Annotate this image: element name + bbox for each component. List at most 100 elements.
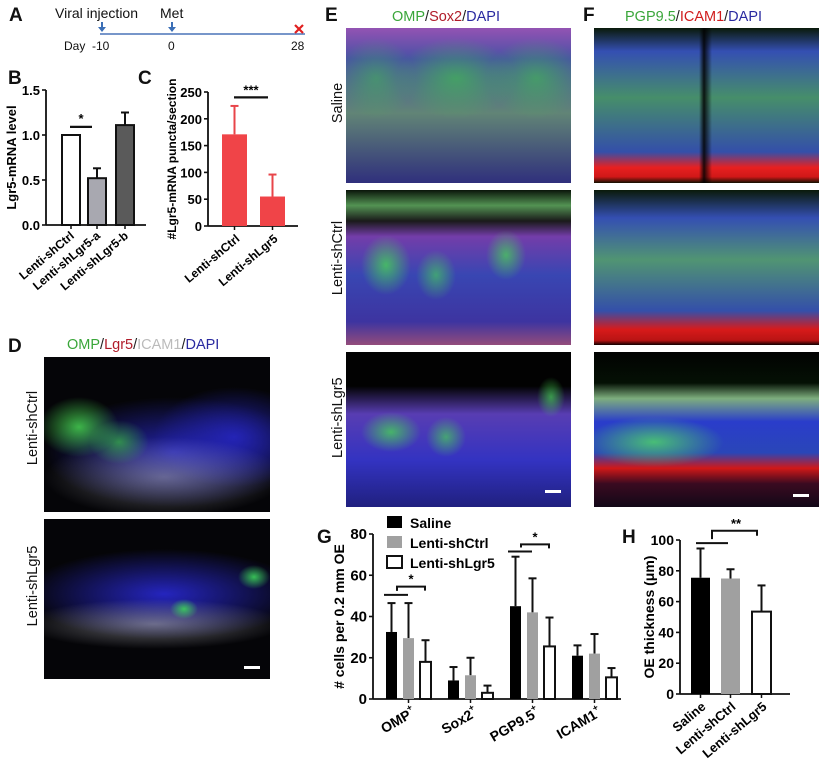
timeline-day-label: Day bbox=[64, 39, 86, 53]
stain-label: / bbox=[181, 337, 186, 353]
bar bbox=[721, 578, 740, 694]
micrograph-e-lenti-shlgr5 bbox=[346, 352, 571, 507]
chart-c-lgr5-puncta: 0 50 100 150 200 250#Lgr5-mRNA puncta/section… bbox=[165, 79, 298, 289]
y-axis-label: OE thickness (μm) bbox=[641, 556, 657, 679]
panel-label-b: B bbox=[8, 68, 22, 89]
legend-swatch bbox=[386, 555, 403, 569]
bar bbox=[222, 134, 247, 226]
row-label-lenti-shctrl: Lenti-shCtrl bbox=[330, 220, 346, 296]
timeline-day-value: -10 bbox=[92, 39, 110, 53]
stain-label: / bbox=[462, 9, 467, 25]
stain-legend-d: OMP/Lgr5/ICAM1/DAPI bbox=[67, 337, 219, 353]
y-tick-label: 80 bbox=[658, 563, 674, 579]
row-label-lenti-shctrl: Lenti-shCtrl bbox=[25, 390, 41, 466]
bar bbox=[403, 638, 414, 699]
panel-label-c: C bbox=[138, 68, 152, 89]
scale-bar bbox=[244, 666, 260, 669]
y-tick-label: 0 bbox=[666, 686, 674, 702]
arrow-down-icon bbox=[98, 22, 106, 32]
y-axis-label: Lgr5-mRNA level bbox=[4, 105, 19, 209]
y-tick-label: 40 bbox=[350, 609, 367, 626]
stain-legend-e: OMP/Sox2/DAPI bbox=[392, 9, 500, 25]
stain-label: Lgr5 bbox=[104, 337, 134, 353]
y-tick-label: 200 bbox=[180, 112, 202, 127]
bar bbox=[589, 653, 600, 699]
stain-label: / bbox=[100, 337, 105, 353]
panel-label-g: G bbox=[317, 527, 332, 548]
bar bbox=[61, 134, 81, 226]
panel-label-d: D bbox=[8, 336, 22, 357]
y-tick-label: 0 bbox=[195, 219, 202, 234]
y-tick-label: 1.0 bbox=[22, 128, 40, 143]
y-tick-label: 100 bbox=[180, 165, 202, 180]
timeline-event-label-viral-injection: Viral injection bbox=[55, 5, 139, 21]
row-label-lenti-shlgr5: Lenti-shLgr5 bbox=[330, 377, 346, 458]
micrograph-f-lenti-shctrl bbox=[594, 190, 819, 345]
timeline-day-value: 28 bbox=[291, 39, 305, 53]
stain-label: / bbox=[675, 9, 680, 25]
stain-label: DAPI bbox=[728, 9, 763, 25]
significance-marker: *** bbox=[243, 82, 259, 97]
stain-label: OMP bbox=[67, 337, 101, 353]
bar bbox=[115, 124, 135, 226]
x-mark-icon bbox=[294, 24, 304, 34]
y-axis-label: #Lgr5-mRNA puncta/section bbox=[165, 79, 179, 240]
significance-marker: * bbox=[78, 111, 84, 126]
row-label-lenti-shlgr5: Lenti-shLgr5 bbox=[25, 545, 41, 627]
stain-label: ICAM1 bbox=[137, 337, 182, 353]
y-tick-label: 0.0 bbox=[22, 218, 40, 233]
x-tick-label: Sox2+ bbox=[437, 702, 480, 737]
significance-marker: * bbox=[408, 572, 414, 587]
significance-marker: ** bbox=[731, 516, 742, 531]
stain-label: Sox2 bbox=[429, 9, 463, 25]
y-tick-label: 50 bbox=[188, 192, 202, 207]
timeline-graphic bbox=[98, 22, 305, 35]
y-tick-label: 100 bbox=[651, 532, 675, 548]
bar bbox=[465, 675, 476, 699]
bar bbox=[87, 177, 107, 226]
y-axis-label: # cells per 0.2 mm OE bbox=[331, 544, 347, 689]
timeline-event-label-met: Met bbox=[160, 5, 184, 21]
legend-label: Saline bbox=[410, 515, 451, 531]
bar bbox=[751, 610, 772, 695]
panel-label-a: A bbox=[9, 5, 23, 26]
chart-g-cells-per-oe: 0 20 40 60 80# cells per 0.2 mm OE OMP+ Sox2+ P… bbox=[331, 515, 621, 745]
y-tick-label: 250 bbox=[180, 85, 202, 100]
timeline-day-value: 0 bbox=[168, 39, 175, 53]
stain-label: / bbox=[133, 337, 138, 353]
micrograph-f-saline bbox=[594, 28, 819, 183]
stain-legend-f: PGP9.5/ICAM1/DAPI bbox=[625, 9, 762, 25]
stain-label: ICAM1 bbox=[679, 9, 725, 25]
y-tick-label: 20 bbox=[350, 650, 367, 667]
bar bbox=[260, 196, 285, 226]
y-tick-label: 40 bbox=[658, 624, 674, 640]
legend-label: Lenti-shLgr5 bbox=[410, 555, 495, 571]
x-tick-label: OMP+ bbox=[377, 702, 418, 736]
micrograph-e-saline bbox=[346, 28, 571, 183]
stain-label: DAPI bbox=[466, 9, 500, 25]
row-label-saline: Saline bbox=[330, 82, 346, 124]
x-tick-label: PGP9.5+ bbox=[486, 702, 542, 745]
y-tick-label: 1.5 bbox=[22, 83, 40, 98]
micrograph-d-lenti-shlgr5 bbox=[44, 519, 270, 679]
bar bbox=[448, 680, 459, 699]
y-tick-label: 20 bbox=[658, 655, 674, 671]
panel-label-h: H bbox=[622, 527, 636, 548]
stain-label: / bbox=[425, 9, 430, 25]
bar bbox=[419, 660, 432, 700]
stain-label: DAPI bbox=[185, 337, 220, 353]
legend-swatch bbox=[387, 536, 402, 548]
micrograph-d-lenti-shctrl bbox=[44, 357, 270, 512]
legend-label: Lenti-shCtrl bbox=[410, 535, 489, 551]
y-tick-label: 150 bbox=[180, 139, 202, 154]
y-tick-label: 0 bbox=[359, 691, 367, 708]
scale-bar bbox=[545, 490, 561, 493]
stain-label: / bbox=[724, 9, 729, 25]
stain-label: OMP bbox=[392, 9, 426, 25]
significance-marker: * bbox=[532, 529, 538, 544]
panel-label-e: E bbox=[325, 5, 338, 26]
bar bbox=[543, 645, 556, 700]
micrograph-e-lenti-shctrl bbox=[346, 190, 571, 345]
